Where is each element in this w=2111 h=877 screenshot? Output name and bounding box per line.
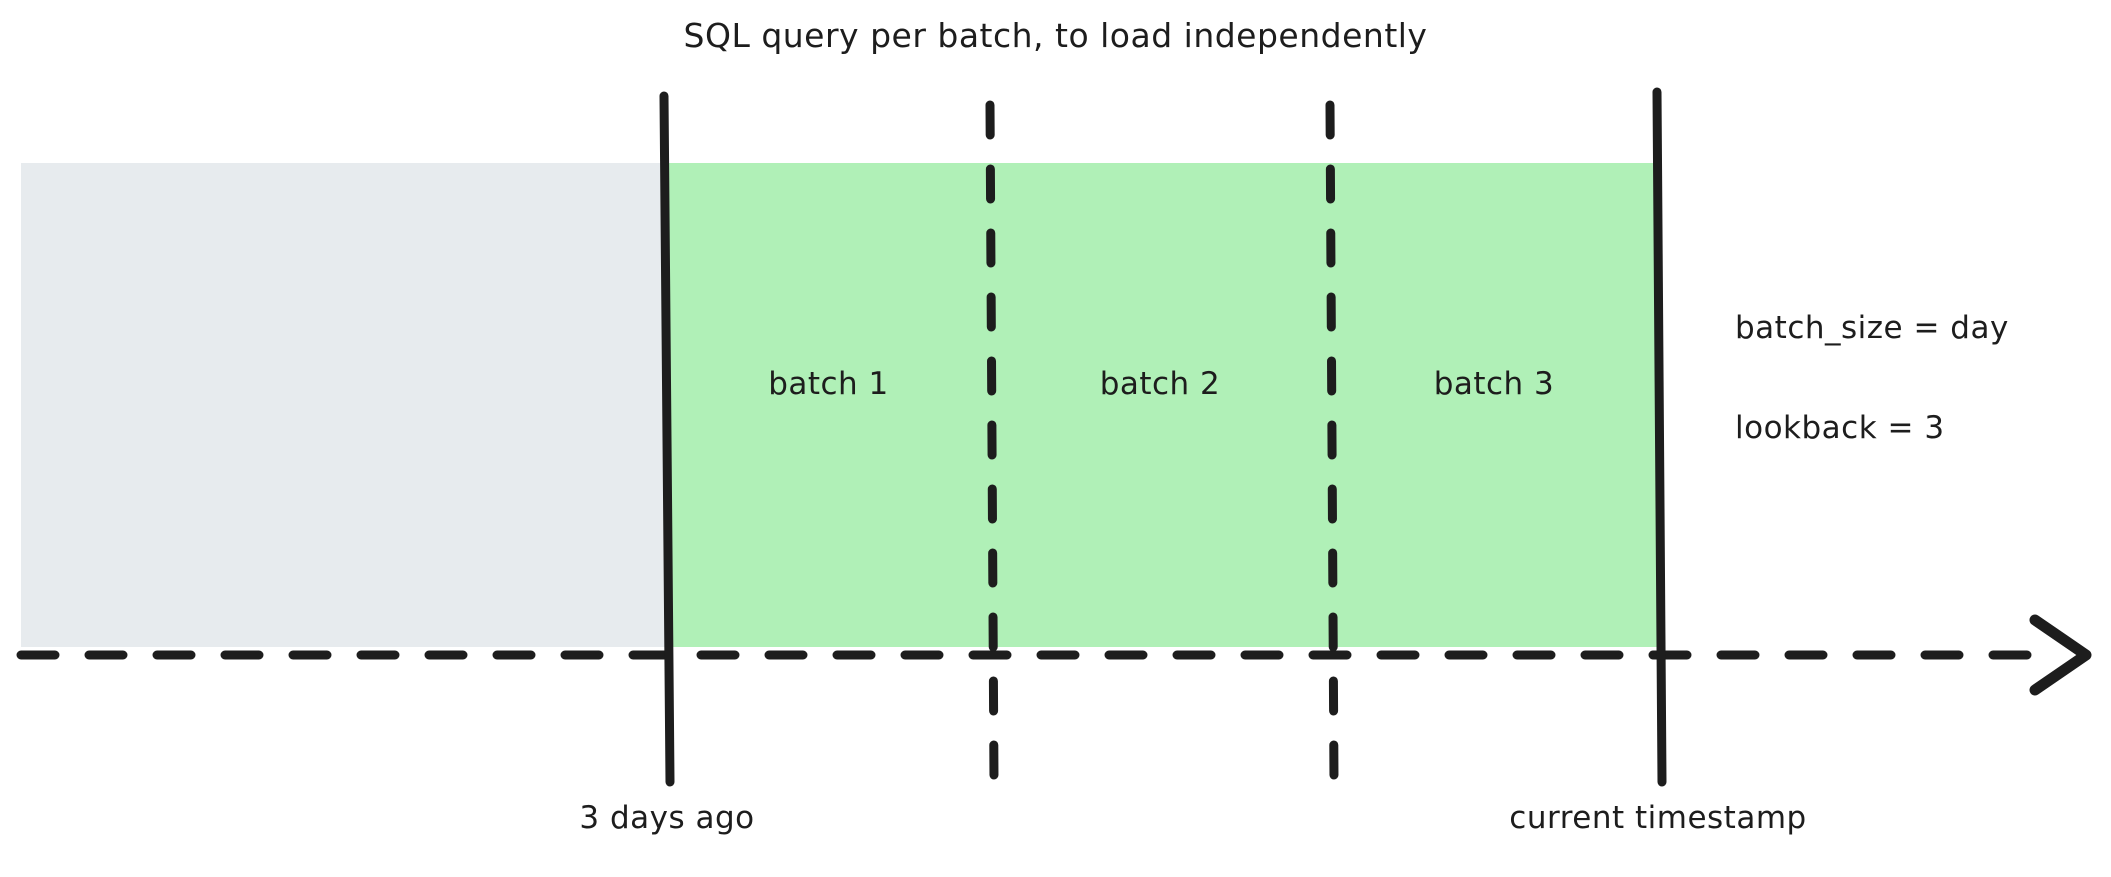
historical-region-band bbox=[21, 163, 667, 647]
batch-label-2: batch 2 bbox=[1099, 366, 1221, 402]
arrow-right-icon bbox=[2029, 614, 2092, 696]
param-batch-size: batch_size = day bbox=[1735, 310, 2009, 346]
axis-label-three-days-ago: 3 days ago bbox=[579, 800, 755, 836]
lookback-region-band bbox=[667, 163, 1658, 647]
batch-divider-1 bbox=[985, 100, 999, 785]
axis-label-current-timestamp: current timestamp bbox=[1509, 800, 1807, 836]
batch-label-1: batch 1 bbox=[768, 366, 889, 402]
diagram-title: SQL query per batch, to load independent… bbox=[683, 16, 1428, 55]
param-lookback: lookback = 3 bbox=[1735, 410, 1945, 446]
boundary-line-three-days-ago bbox=[659, 91, 675, 787]
boundary-line-current-timestamp bbox=[1652, 87, 1667, 787]
batch-label-3: batch 3 bbox=[1433, 366, 1555, 402]
batch-divider-2 bbox=[1325, 100, 1339, 785]
